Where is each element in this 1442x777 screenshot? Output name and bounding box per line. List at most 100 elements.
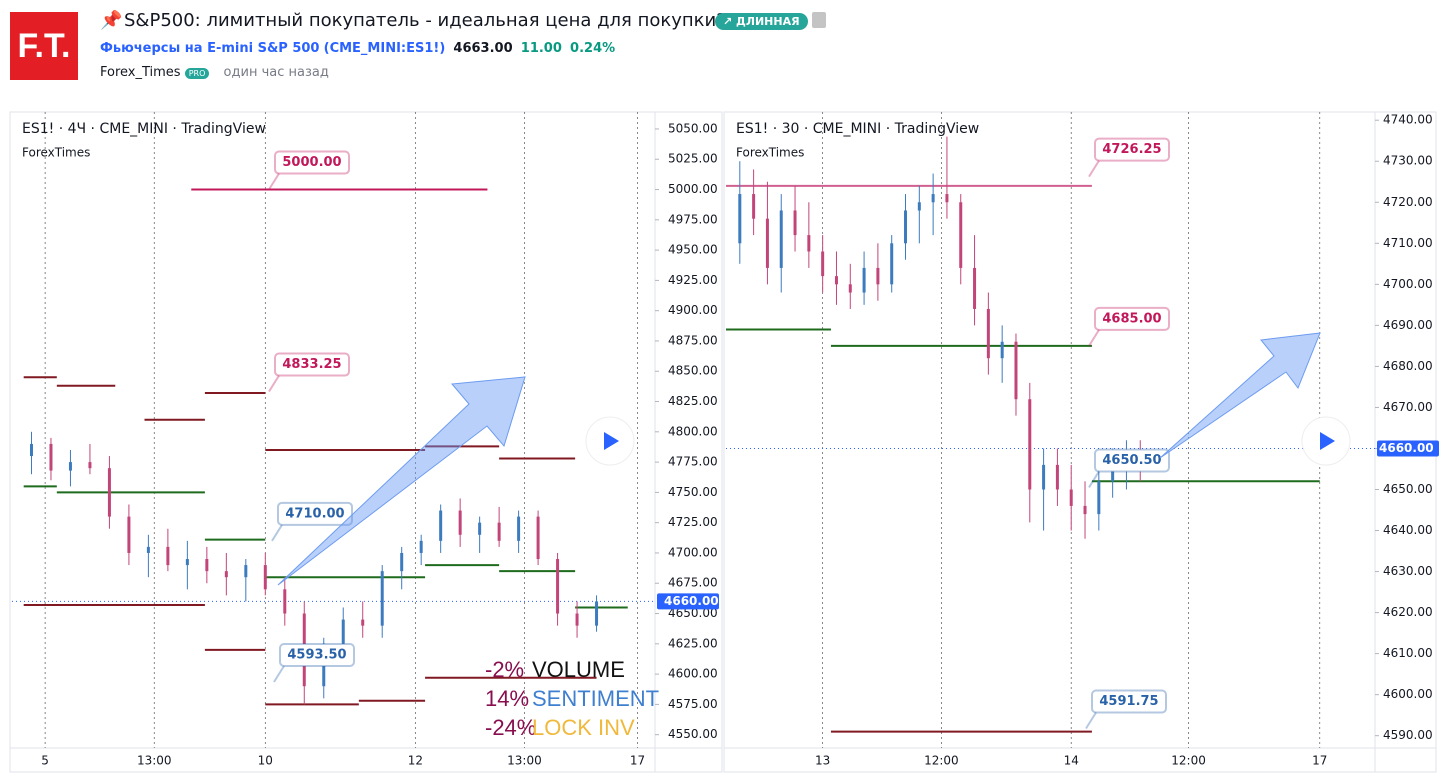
candle-body	[862, 267, 866, 293]
candle-body	[1042, 464, 1046, 490]
y-tick-label: 4620.00	[1383, 605, 1433, 619]
overlay-change: -2%	[485, 657, 524, 682]
y-tick-label: 4700.00	[668, 545, 718, 559]
candle-body	[244, 565, 248, 578]
author[interactable]: Forex_Times	[100, 65, 181, 80]
candle-body	[458, 510, 462, 535]
y-tick-label: 4775.00	[668, 455, 718, 469]
candle-body	[127, 516, 131, 553]
candle-body	[283, 589, 287, 614]
y-tick-label: 4670.00	[1383, 400, 1433, 414]
callout-pointer	[1088, 160, 1100, 178]
badge-text: ДЛИННАЯ	[736, 15, 800, 28]
callout-label: 4591.75	[1099, 694, 1158, 709]
x-tick-label: 13	[815, 754, 830, 768]
last-price-label: 4660.00	[664, 594, 719, 608]
idea-title: S&P500: лимитный покупатель - идеальная …	[124, 10, 726, 31]
last-price-tag	[1377, 440, 1439, 457]
price-callout	[274, 150, 350, 175]
callout-label: 4685.00	[1102, 311, 1161, 326]
callout-pointer	[1088, 329, 1100, 347]
logo[interactable]: F.T.	[10, 12, 78, 80]
y-tick-label: 4875.00	[668, 333, 718, 347]
callout-pointer	[1088, 470, 1100, 488]
candle-body	[1111, 464, 1115, 482]
callout-pointer	[268, 375, 280, 393]
candle-body	[986, 308, 990, 359]
callout-label: 4833.25	[282, 357, 341, 372]
callout-label: 4593.50	[287, 647, 346, 662]
price-callout	[1094, 448, 1170, 473]
symbol[interactable]: (CME_MINI:ES1!)	[323, 41, 446, 56]
chart-subtitle: ForexTimes	[22, 146, 90, 160]
candle-body	[49, 443, 53, 471]
candle-body	[973, 267, 977, 309]
candle-body	[361, 619, 365, 626]
candle-body	[793, 210, 797, 236]
x-tick-label: 14	[1064, 754, 1079, 768]
overlay-change: 14%	[485, 686, 529, 711]
play-button[interactable]	[585, 416, 635, 466]
x-tick-label: 10	[258, 754, 273, 768]
overlay-label: VOLUME	[532, 657, 625, 682]
chart-title: ES1! · 30 · CME_MINI · TradingView	[736, 121, 979, 137]
candle-body	[68, 462, 72, 471]
callout-label: 5000.00	[282, 155, 341, 170]
candle-body	[876, 267, 880, 285]
y-tick-label: 4575.00	[668, 697, 718, 711]
y-tick-label: 4740.00	[1383, 113, 1433, 127]
y-tick-label: 4725.00	[668, 515, 718, 529]
candle-body	[419, 540, 423, 553]
candle-body	[107, 468, 111, 517]
y-tick-label: 5000.00	[668, 182, 718, 196]
x-tick-label: 17	[630, 754, 645, 768]
y-tick-label: 5050.00	[668, 121, 718, 135]
x-tick-label: 5	[41, 754, 49, 768]
x-tick-label: 12:00	[924, 754, 959, 768]
candle-body	[146, 546, 150, 553]
candle-body	[1083, 505, 1087, 515]
candle-body	[834, 276, 838, 285]
y-tick-label: 4850.00	[668, 364, 718, 378]
candle-body	[205, 559, 209, 572]
last-price-label: 4660.00	[1379, 441, 1434, 455]
y-tick-label: 4550.00	[668, 727, 718, 741]
callout-pointer	[271, 524, 283, 542]
y-tick-label: 4710.00	[1383, 236, 1433, 250]
y-tick-label: 4590.00	[1383, 728, 1433, 742]
price-callout	[1091, 689, 1167, 714]
y-tick-label: 4610.00	[1383, 646, 1433, 660]
candle-body	[478, 522, 482, 535]
y-tick-label: 4675.00	[668, 576, 718, 590]
price-callout	[274, 352, 350, 377]
candle-body	[945, 194, 949, 203]
arrow	[277, 376, 526, 586]
overlay-label: LOCK INV	[532, 715, 635, 740]
x-tick-label: 13:00	[137, 754, 172, 768]
y-tick-label: 4690.00	[1383, 318, 1433, 332]
candle-body	[517, 516, 521, 541]
instrument[interactable]: Фьючерсы на E-mini S&P 500	[100, 41, 320, 56]
y-tick-label: 4950.00	[668, 243, 718, 257]
symbol-line: Фьючерсы на E-mini S&P 500 (CME_MINI:ES1…	[100, 41, 615, 56]
play-button[interactable]	[1301, 416, 1351, 466]
candle-body	[595, 601, 599, 626]
y-tick-label: 4640.00	[1383, 523, 1433, 537]
candle-body	[29, 443, 33, 457]
candle-body	[1097, 481, 1101, 515]
y-tick-label: 4600.00	[1383, 687, 1433, 701]
candle-body	[88, 462, 92, 469]
y-tick-label: 4650.00	[668, 606, 718, 620]
y-tick-label: 4800.00	[668, 424, 718, 438]
lock-icon	[812, 12, 826, 28]
candle-body	[497, 522, 501, 541]
y-tick-label: 4650.00	[1383, 482, 1433, 496]
price-callout	[1094, 137, 1170, 162]
time: один час назад	[223, 65, 329, 80]
direction-badge: ↗ ДЛИННАЯ	[715, 13, 808, 30]
y-tick-label: 4600.00	[668, 667, 718, 681]
y-tick-label: 5025.00	[668, 152, 718, 166]
candle-body	[556, 559, 560, 614]
